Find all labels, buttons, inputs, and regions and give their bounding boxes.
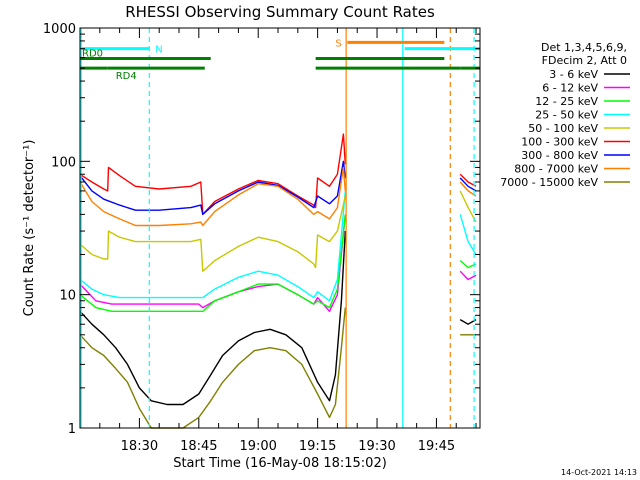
x-tick-label-19-15: 19:15	[299, 439, 336, 454]
series-line-12-25-kev-0	[79, 214, 346, 312]
legend-label-50-100-kev: 50 - 100 keV	[528, 122, 598, 135]
series-line-800-7000-kev-1	[459, 181, 477, 197]
series-line-25-50-kev-0	[79, 190, 346, 302]
legend-label-3-6-kev: 3 - 6 keV	[549, 68, 598, 81]
flag-label-rd4: RD4	[116, 71, 137, 82]
legend-header-line-1: Det 1,3,4,5,6,9,	[541, 41, 627, 54]
y-axis-title: Count Rate (s⁻¹ detector⁻¹)	[22, 140, 37, 317]
x-tick-label-19-30: 19:30	[358, 439, 395, 454]
legend-label-12-25-kev: 12 - 25 keV	[535, 95, 598, 108]
y-tick-label-100: 100	[51, 155, 76, 170]
timestamp: 14-Oct-2021 14:13	[561, 468, 637, 477]
legend-label-800-7000-kev: 800 - 7000 keV	[514, 163, 598, 176]
series-line-3-6-kev-0	[79, 231, 346, 406]
series-line-100-300-kev-0	[79, 133, 346, 216]
series-line-50-100-kev-0	[79, 195, 346, 272]
series-line-12-25-kev-1	[459, 260, 477, 269]
axis-ticks: 18:30 18:45 19:00 19:15 19:30 19:45 1 10 100 1000	[43, 22, 480, 454]
flag-label-rd0: RD0	[82, 49, 103, 60]
legend: Det 1,3,4,5,6,9, FDecim 2, Att 0 3 - 6 k…	[500, 41, 630, 189]
y-tick-label-1: 1	[68, 422, 76, 437]
flag-label-n: N	[155, 45, 162, 56]
series-line-300-800-kev-0	[79, 160, 346, 216]
chart-title: RHESSI Observing Summary Count Rates	[125, 3, 435, 21]
series-line-3-6-kev-1	[459, 318, 477, 325]
x-tick-label-19-00: 19:00	[239, 439, 276, 454]
legend-label-100-300-kev: 100 - 300 keV	[521, 136, 598, 149]
legend-header-line-2: FDecim 2, Att 0	[542, 54, 627, 67]
x-tick-label-18-30: 18:30	[121, 439, 158, 454]
legend-label-25-50-kev: 25 - 50 keV	[535, 109, 598, 122]
series-layer	[79, 133, 477, 429]
series-line-6-12-kev-1	[459, 270, 477, 281]
series-line-100-300-kev-1	[459, 173, 477, 187]
series-line-300-800-kev-1	[459, 177, 477, 192]
y-tick-label-1000: 1000	[43, 22, 76, 37]
x-axis-title: Start Time (16-May-08 18:15:02)	[173, 456, 387, 471]
series-line-25-50-kev-1	[459, 214, 477, 255]
y-tick-label-10: 10	[59, 289, 76, 304]
marker-lines	[80, 28, 475, 428]
x-tick-label-18-45: 18:45	[180, 439, 217, 454]
plot-frame	[79, 27, 481, 429]
flag-label-s: S	[335, 38, 341, 49]
series-line-50-100-kev-1	[459, 190, 477, 223]
legend-label-6-12-kev: 6 - 12 keV	[542, 82, 598, 95]
x-tick-label-19-45: 19:45	[418, 439, 455, 454]
series-line-7000-15000-kev-0	[79, 307, 346, 429]
series-line-800-7000-kev-0	[79, 166, 346, 227]
legend-label-7000-15000-kev: 7000 - 15000 keV	[500, 176, 598, 189]
legend-label-300-800-kev: 300 - 800 keV	[521, 149, 598, 162]
